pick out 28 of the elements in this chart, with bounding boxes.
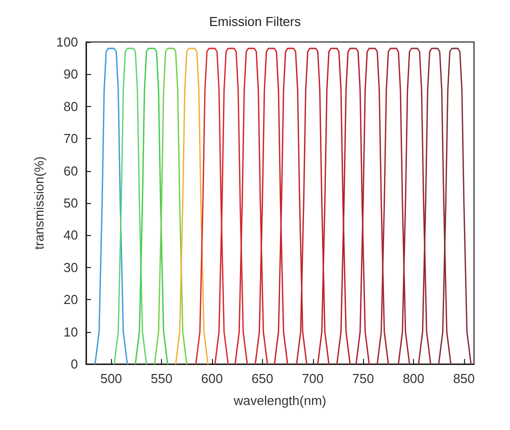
x-tick-label: 800: [402, 371, 424, 386]
y-tick-label: 20: [64, 292, 78, 308]
x-tick-label: 750: [352, 371, 374, 386]
y-tick-label: 50: [64, 196, 78, 210]
x-tick-label: 650: [252, 371, 274, 386]
x-tick-label: 850: [453, 371, 475, 386]
x-tick-label: 700: [302, 371, 324, 386]
x-axis-title: wavelength(nm): [232, 393, 326, 408]
y-tick-label: 100: [56, 34, 78, 50]
x-tick-label: 550: [150, 371, 172, 386]
line-series: [94, 48, 128, 365]
line-series: [114, 48, 148, 365]
y-tick-label: 30: [64, 260, 78, 275]
chart-title: Emission Filters: [209, 14, 302, 29]
y-tick-label: 60: [64, 163, 78, 178]
line-series: [175, 48, 209, 365]
y-tick-label: 40: [64, 228, 78, 243]
x-tick-label: 600: [201, 371, 223, 386]
x-tick-label: 500: [100, 371, 122, 386]
y-tick-label: 0: [70, 356, 78, 372]
y-axis-title: transmission(%): [31, 156, 46, 250]
line-series: [154, 48, 188, 365]
y-tick-label: 70: [64, 131, 78, 146]
line-series: [438, 48, 472, 365]
y-tick-label: 10: [64, 324, 78, 340]
line-series: [134, 48, 168, 365]
y-tick-label: 80: [64, 98, 78, 114]
y-tick-label: 90: [64, 66, 78, 82]
